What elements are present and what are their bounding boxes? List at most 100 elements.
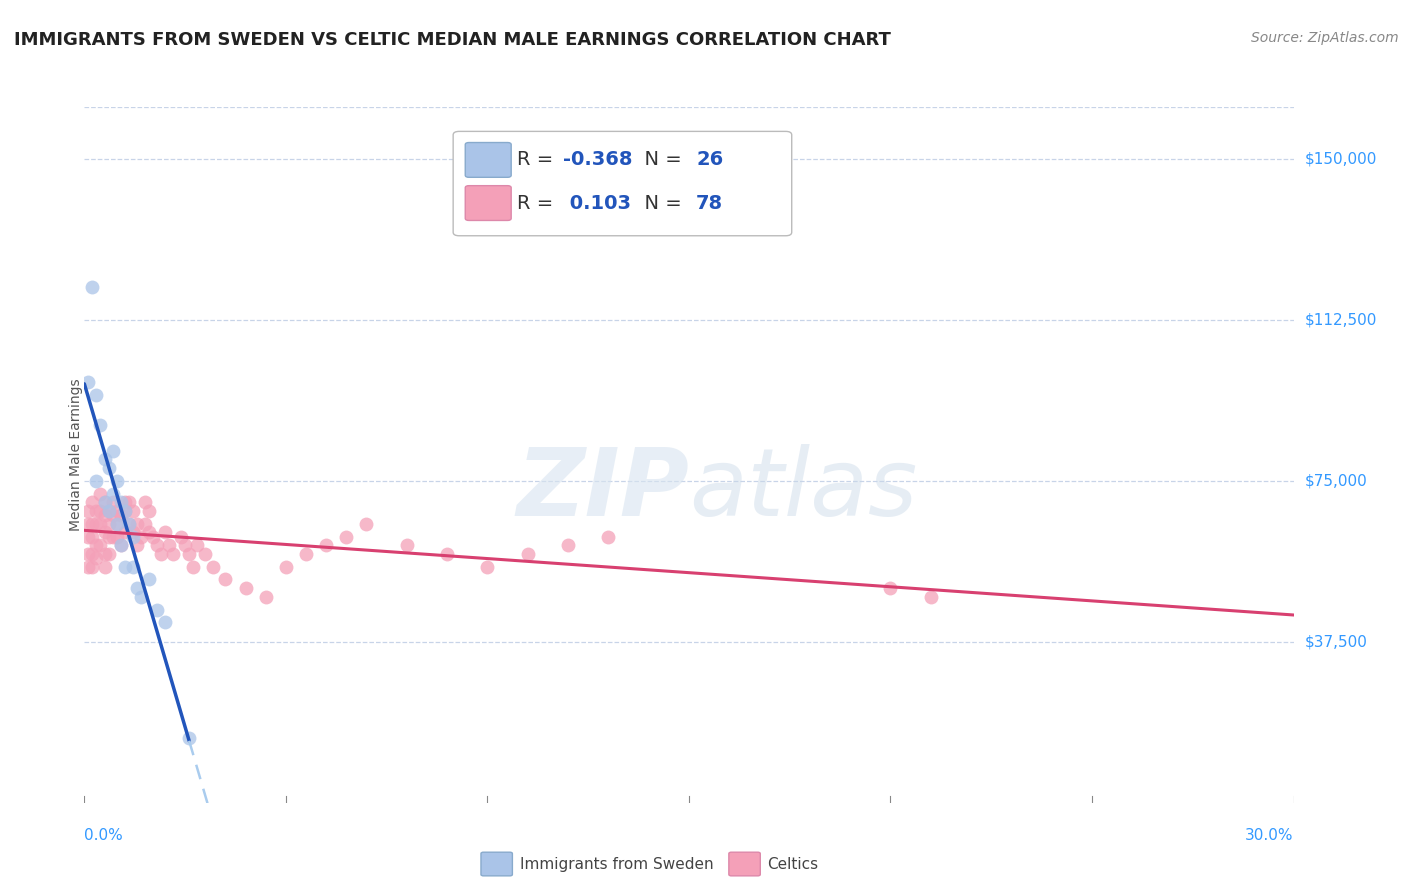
Text: 78: 78	[696, 194, 723, 212]
Text: Immigrants from Sweden: Immigrants from Sweden	[520, 856, 713, 871]
Text: ZIP: ZIP	[516, 443, 689, 536]
Point	[89, 516, 111, 531]
Point	[121, 525, 143, 540]
Point	[89, 417, 111, 432]
Text: 0.0%: 0.0%	[84, 828, 124, 843]
Point	[97, 460, 120, 475]
Point	[89, 504, 111, 518]
Point	[114, 495, 136, 509]
Point	[105, 529, 128, 543]
Point	[134, 495, 156, 509]
Point	[77, 529, 100, 543]
Point	[138, 573, 160, 587]
Text: 26: 26	[696, 151, 724, 169]
Point	[86, 538, 108, 552]
Point	[77, 559, 100, 574]
Point	[77, 516, 100, 531]
Text: R =: R =	[517, 151, 560, 169]
Point	[157, 538, 180, 552]
Point	[97, 504, 120, 518]
Text: 30.0%: 30.0%	[1246, 828, 1294, 843]
Point	[89, 486, 111, 500]
Point	[93, 495, 115, 509]
Point	[174, 538, 197, 552]
Text: N =: N =	[633, 151, 688, 169]
Point	[114, 504, 136, 518]
Point	[89, 538, 111, 552]
Point	[129, 529, 152, 543]
Point	[142, 529, 165, 543]
Point	[110, 538, 132, 552]
Point	[105, 474, 128, 488]
Point	[86, 388, 108, 402]
Point	[93, 547, 115, 561]
Point	[477, 559, 499, 574]
Point	[129, 590, 152, 604]
Point	[82, 516, 104, 531]
Point	[101, 486, 124, 500]
Point	[121, 504, 143, 518]
Text: Source: ZipAtlas.com: Source: ZipAtlas.com	[1251, 31, 1399, 45]
Point	[93, 495, 115, 509]
Text: $112,500: $112,500	[1305, 312, 1376, 327]
Point	[82, 559, 104, 574]
Point	[110, 495, 132, 509]
Text: IMMIGRANTS FROM SWEDEN VS CELTIC MEDIAN MALE EARNINGS CORRELATION CHART: IMMIGRANTS FROM SWEDEN VS CELTIC MEDIAN …	[14, 31, 891, 49]
Point	[194, 547, 217, 561]
Point	[82, 529, 104, 543]
FancyBboxPatch shape	[481, 852, 512, 876]
Point	[125, 538, 148, 552]
Point	[86, 516, 108, 531]
Point	[274, 559, 297, 574]
Point	[149, 547, 172, 561]
Point	[181, 559, 204, 574]
FancyBboxPatch shape	[465, 143, 512, 178]
Point	[86, 551, 108, 566]
Text: Celtics: Celtics	[768, 856, 818, 871]
Point	[101, 529, 124, 543]
Point	[93, 452, 115, 467]
Text: 0.103: 0.103	[564, 194, 631, 212]
Point	[146, 538, 169, 552]
Point	[598, 529, 620, 543]
Point	[295, 547, 318, 561]
Point	[254, 590, 277, 604]
Point	[97, 529, 120, 543]
Point	[101, 508, 124, 522]
FancyBboxPatch shape	[465, 186, 512, 220]
Point	[77, 375, 100, 389]
FancyBboxPatch shape	[453, 131, 792, 235]
Point	[162, 547, 184, 561]
Point	[879, 581, 901, 595]
FancyBboxPatch shape	[728, 852, 761, 876]
Point	[179, 547, 201, 561]
Point	[138, 504, 160, 518]
Text: -0.368: -0.368	[564, 151, 633, 169]
Point	[516, 547, 538, 561]
Point	[110, 508, 132, 522]
Point	[153, 615, 176, 630]
Point	[82, 495, 104, 509]
Point	[146, 602, 169, 616]
Point	[125, 581, 148, 595]
Text: atlas: atlas	[689, 444, 917, 535]
Point	[105, 504, 128, 518]
Point	[335, 529, 357, 543]
Point	[93, 525, 115, 540]
Point	[114, 559, 136, 574]
Point	[179, 731, 201, 746]
Point	[138, 525, 160, 540]
Point	[557, 538, 579, 552]
Point	[93, 559, 115, 574]
Point	[186, 538, 208, 552]
Point	[114, 504, 136, 518]
Point	[202, 559, 225, 574]
Text: N =: N =	[633, 194, 688, 212]
Point	[436, 547, 458, 561]
Point	[214, 573, 236, 587]
Point	[97, 547, 120, 561]
Point	[93, 508, 115, 522]
Point	[118, 516, 141, 531]
Point	[82, 547, 104, 561]
Point	[77, 547, 100, 561]
